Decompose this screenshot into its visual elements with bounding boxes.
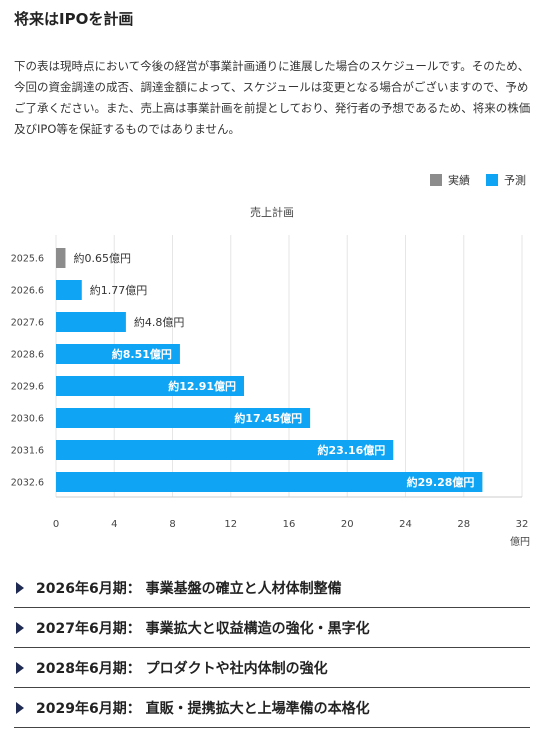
milestone-item[interactable]: 2029年6月期： 直販・提携拡大と上場準備の本格化 [14,688,530,728]
y-category-label-2: 2027.6 [11,318,44,329]
legend-item-forecast[interactable]: 予測 [486,172,526,188]
milestone-item[interactable]: 2027年6月期： 事業拡大と収益構造の強化・黒字化 [14,608,530,648]
legend-swatch-actual [430,174,442,186]
x-tick-label-8: 32 [516,519,529,530]
milestone-item[interactable]: 2028年6月期： プロダクトや社内体制の強化 [14,648,530,688]
bar-value-label-7: 約29.28億円 [407,475,475,489]
bar-3 [56,344,180,364]
triangle-right-icon [16,701,24,714]
bar-value-label-3: 約8.51億円 [112,347,172,361]
bar-value-label-0: 約0.65億円 [73,251,131,265]
legend-label-forecast: 予測 [504,174,526,187]
y-category-label-3: 2028.6 [11,350,44,361]
bar-value-label-6: 約23.16億円 [317,443,385,457]
bar-6 [56,440,394,460]
bar-1 [56,280,82,300]
bar-0 [56,248,66,268]
y-category-label-0: 2025.6 [11,254,44,265]
bar-5 [56,408,311,428]
milestone-label: 2028年6月期： プロダクトや社内体制の強化 [36,660,328,677]
x-tick-label-5: 20 [341,519,354,530]
x-tick-label-1: 4 [111,519,117,530]
x-tick-label-4: 16 [283,519,296,530]
y-category-label-7: 2032.6 [11,478,44,489]
x-tick-label-0: 0 [53,519,59,530]
x-tick-label-7: 28 [457,519,470,530]
milestone-list: 2026年6月期： 事業基盤の確立と人材体制整備 2027年6月期： 事業拡大と収… [14,568,530,728]
bar-2 [56,312,126,332]
milestone-label: 2026年6月期： 事業基盤の確立と人材体制整備 [36,580,342,597]
y-category-label-6: 2031.6 [11,446,44,457]
bar-value-label-2: 約4.8億円 [134,315,185,329]
legend-swatch-forecast [486,174,498,186]
chart-title: 売上計画 [250,205,294,219]
triangle-right-icon [16,661,24,674]
disclaimer-text: 下の表は現時点において今後の経営が事業計画通りに進展した場合のスケジュールです。… [14,59,531,136]
milestone-label: 2027年6月期： 事業拡大と収益構造の強化・黒字化 [36,620,370,637]
y-category-label-4: 2029.6 [11,382,44,393]
section-title: 将来はIPOを計画 [14,10,134,28]
y-category-label-5: 2030.6 [11,414,44,425]
chart-legend: 実績 予測 [430,172,526,188]
x-tick-label-3: 12 [224,519,237,530]
legend-item-actual[interactable]: 実績 [430,172,470,188]
triangle-right-icon [16,581,24,594]
x-tick-label-2: 8 [169,519,175,530]
bar-7 [56,472,483,492]
sales-plan-chart: 売上計画 0 4 8 12 16 20 24 28 32 億円 2025.6 約0.65億円 2026.6… [11,205,530,548]
bar-value-label-4: 約12.91億円 [168,379,236,393]
bar-value-label-5: 約17.45億円 [234,411,302,425]
x-axis-unit: 億円 [510,535,530,548]
milestone-label: 2029年6月期： 直販・提携拡大と上場準備の本格化 [36,700,370,717]
x-tick-label-6: 24 [399,519,412,530]
triangle-right-icon [16,621,24,634]
bar-4 [56,376,245,396]
y-category-label-1: 2026.6 [11,286,44,297]
bar-value-label-1: 約1.77億円 [90,283,148,297]
legend-label-actual: 実績 [448,174,470,187]
milestone-item[interactable]: 2026年6月期： 事業基盤の確立と人材体制整備 [14,568,530,608]
